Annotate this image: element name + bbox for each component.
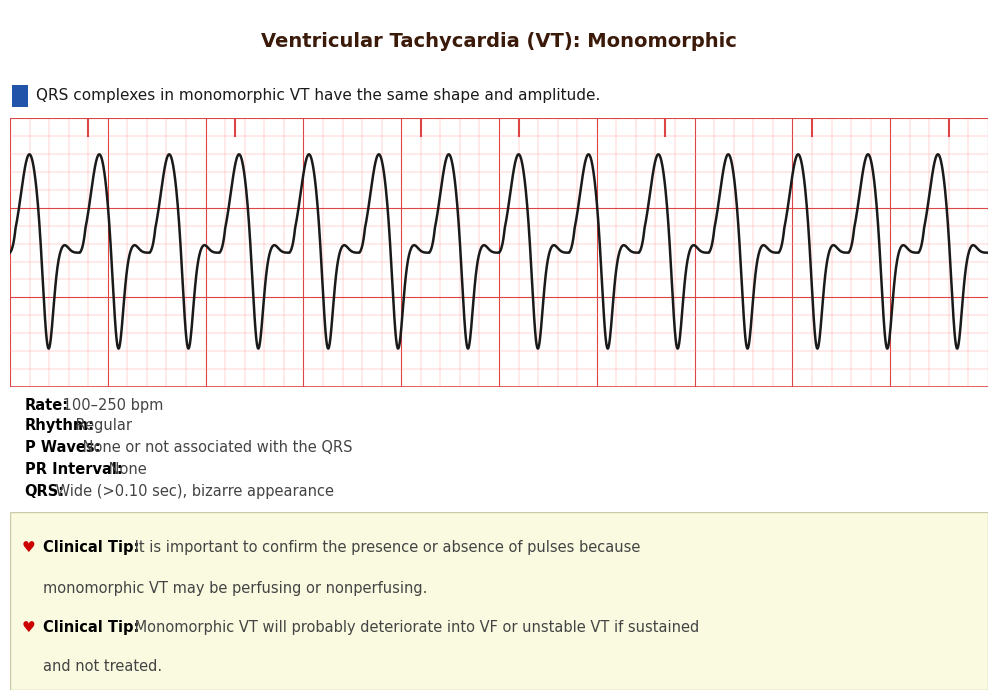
Text: monomorphic VT may be perfusing or nonperfusing.: monomorphic VT may be perfusing or nonpe…: [43, 581, 427, 596]
Text: ♥: ♥: [22, 620, 35, 636]
Text: Clinical Tip:: Clinical Tip:: [43, 540, 140, 556]
Text: Rate:: Rate:: [25, 397, 69, 413]
FancyBboxPatch shape: [10, 512, 988, 690]
Text: QRS complexes in monomorphic VT have the same shape and amplitude.: QRS complexes in monomorphic VT have the…: [36, 89, 601, 103]
Text: Monomorphic VT will probably deteriorate into VF or unstable VT if sustained: Monomorphic VT will probably deteriorate…: [130, 620, 699, 636]
Text: 100–250 bpm: 100–250 bpm: [58, 397, 164, 413]
Text: It is important to confirm the presence or absence of pulses because: It is important to confirm the presence …: [130, 540, 640, 556]
Text: None or not associated with the QRS: None or not associated with the QRS: [78, 441, 352, 455]
Text: ♥: ♥: [22, 540, 35, 556]
Text: QRS:: QRS:: [25, 484, 65, 499]
Text: P Waves:: P Waves:: [25, 441, 100, 455]
Text: PR Interval:: PR Interval:: [25, 462, 123, 477]
Text: None: None: [105, 462, 148, 477]
Text: Wide (>0.10 sec), bizarre appearance: Wide (>0.10 sec), bizarre appearance: [51, 484, 334, 499]
Bar: [12, 84, 28, 107]
Text: and not treated.: and not treated.: [43, 659, 163, 675]
Text: Rhythm:: Rhythm:: [25, 418, 95, 434]
Text: Ventricular Tachycardia (VT): Monomorphic: Ventricular Tachycardia (VT): Monomorphi…: [261, 32, 737, 52]
Text: Clinical Tip:: Clinical Tip:: [43, 620, 140, 636]
Text: Regular: Regular: [71, 418, 132, 434]
